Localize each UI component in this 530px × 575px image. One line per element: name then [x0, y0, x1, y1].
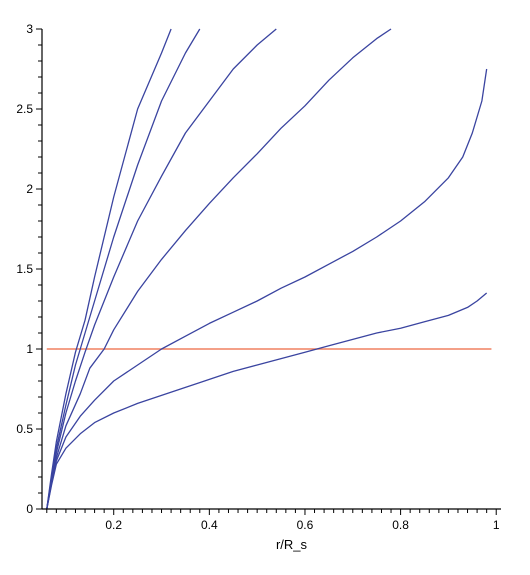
y-tick-label: 3: [26, 22, 33, 36]
y-tick-label: 1: [26, 342, 33, 356]
y-tick-label: 2.5: [16, 102, 33, 116]
series-line-1: [46, 292, 488, 510]
y-tick-label: 0.5: [16, 422, 33, 436]
x-tick-label: 1: [493, 518, 500, 532]
axes: 0 0.5 1 1.5 2 2.5 3 0.2 0.4 0.6 0.8 1: [16, 22, 501, 532]
x-axis-label: r/R_s: [276, 537, 308, 552]
series-line-4: [46, 28, 277, 510]
y-tick-label: 2: [26, 182, 33, 196]
x-tick-label: 0.4: [201, 518, 218, 532]
plot-lines: [46, 28, 492, 510]
x-tick-label: 0.8: [392, 518, 409, 532]
x-tick-label: 0.6: [297, 518, 314, 532]
series-line-3: [46, 28, 392, 510]
y-tick-label: 1.5: [16, 262, 33, 276]
series-line-6: [46, 28, 172, 510]
series-line-5: [46, 28, 201, 510]
y-tick-label: 0: [26, 502, 33, 516]
x-tick-label: 0.2: [105, 518, 122, 532]
series-line-2: [46, 68, 488, 510]
